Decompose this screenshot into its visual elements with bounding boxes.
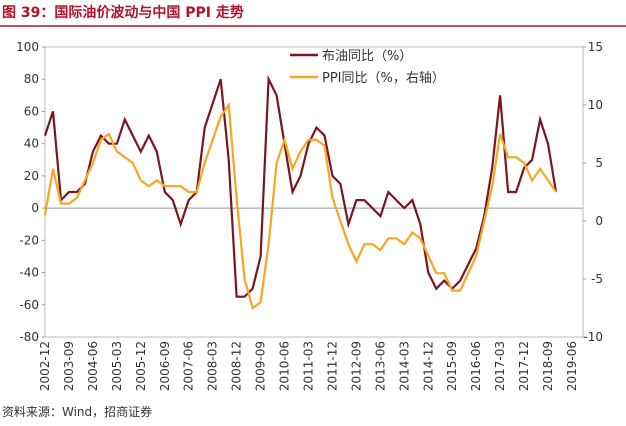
x-tick-label: 2017-12 — [517, 341, 531, 391]
source: 资料来源：Wind，招商证券 — [2, 404, 152, 419]
y-tick-label: -80 — [19, 330, 39, 344]
y-tick-label: 20 — [24, 169, 39, 183]
y-tick-label: -40 — [19, 266, 39, 280]
x-tick-label: 2019-06 — [565, 341, 579, 391]
y2-tick-label: 0 — [595, 214, 603, 228]
y-tick-label: -60 — [19, 298, 39, 312]
legend-label: 布油同比（%） — [322, 49, 412, 64]
y2-tick-label: 15 — [588, 40, 603, 54]
x-tick-label: 2009-09 — [254, 341, 268, 391]
x-tick-label: 2014-12 — [421, 341, 435, 391]
y-tick-label: 60 — [24, 104, 39, 118]
x-tick-label: 2002-12 — [38, 341, 52, 391]
x-tick-label: 2008-03 — [206, 341, 220, 391]
x-tick-label: 2003-09 — [62, 341, 76, 391]
x-tick-label: 2007-06 — [182, 341, 196, 391]
x-tick-label: 2005-03 — [110, 341, 124, 391]
y2-tick-label: -5 — [591, 272, 603, 286]
y2-tick-label: 5 — [595, 156, 603, 170]
y-tick-label: 40 — [24, 137, 39, 151]
y-tick-label: 0 — [31, 201, 39, 215]
x-tick-label: 2008-12 — [230, 341, 244, 391]
x-tick-label: 2015-09 — [445, 341, 459, 391]
plot-frame — [44, 46, 584, 338]
series-line — [43, 74, 558, 298]
x-tick-label: 2014-03 — [397, 341, 411, 391]
x-tick-label: 2006-09 — [158, 341, 172, 391]
x-tick-label: 2011-12 — [325, 341, 339, 391]
x-tick-label: 2012-09 — [349, 341, 363, 391]
series-line — [43, 101, 557, 310]
x-tick-label: 2010-06 — [278, 341, 292, 391]
x-tick-label: 2005-12 — [134, 341, 148, 391]
y-tick-label: -20 — [19, 233, 39, 247]
legend-label: PPI同比（%，右轴） — [322, 71, 445, 86]
y-tick-label: 80 — [24, 72, 39, 86]
x-tick-label: 2011-03 — [302, 341, 316, 391]
y2-tick-label: -10 — [583, 330, 603, 344]
x-tick-label: 2004-06 — [86, 341, 100, 391]
chart-title: 图 39：国际油价波动与中国 PPI 走势 — [2, 4, 244, 21]
y2-tick-label: 10 — [588, 98, 603, 112]
x-tick-label: 2018-09 — [541, 341, 555, 391]
x-tick-label: 2016-06 — [469, 341, 483, 391]
x-tick-label: 2017-03 — [493, 341, 507, 391]
x-tick-label: 2013-06 — [373, 341, 387, 391]
y-tick-label: 100 — [16, 40, 39, 54]
